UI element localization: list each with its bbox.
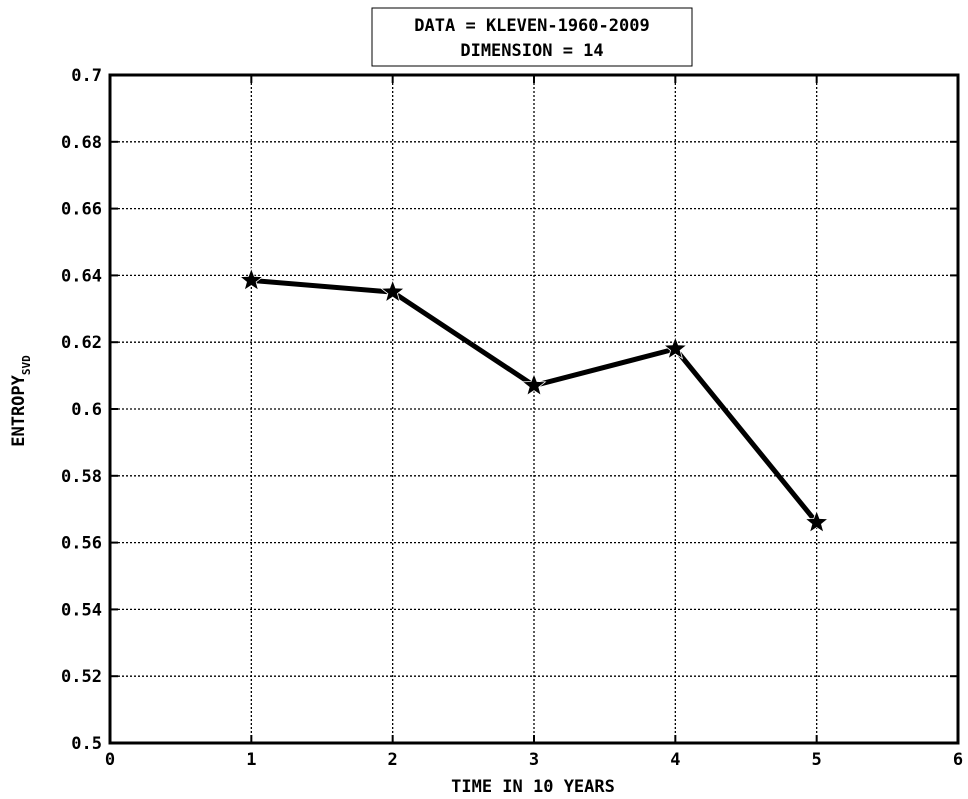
data-point-star	[662, 335, 688, 360]
y-tick-label: 0.56	[61, 534, 102, 554]
title-box	[371, 7, 693, 67]
tick-labels: 0 1 2 3 4 5 6 0.5 0.52 0.54 0.56 0.58 0.6 0.62 0.64 0.6…	[61, 66, 963, 770]
x-tick-label: 2	[388, 750, 398, 770]
data-point-star	[804, 509, 830, 534]
data-point-star	[521, 372, 547, 397]
x-tick-label: 0	[105, 750, 115, 770]
y-tick-label: 0.66	[61, 200, 102, 220]
x-tick-label: 5	[812, 750, 822, 770]
data-point-star	[380, 278, 406, 303]
chart-title: DATA = KLEVEN-1960-2009 DIMENSION = 14	[371, 7, 693, 67]
x-tick-label: 6	[953, 750, 963, 770]
y-tick-label: 0.62	[61, 333, 102, 353]
y-tick-label: 0.68	[61, 133, 102, 153]
plot-frame	[108, 73, 960, 745]
y-axis-label-subscript: SVD	[20, 355, 33, 375]
series	[238, 267, 830, 534]
data-point-star	[238, 267, 264, 292]
y-tick-label: 0.6	[71, 400, 102, 420]
grid	[110, 75, 958, 743]
x-tick-label: 4	[670, 750, 680, 770]
y-axis-label: ENTROPYSVD	[9, 355, 33, 447]
y-tick-label: 0.64	[61, 266, 102, 286]
y-tick-label: 0.54	[61, 600, 102, 620]
y-tick-label: 0.7	[71, 66, 102, 86]
title-line-1: DATA = KLEVEN-1960-2009	[414, 16, 649, 36]
x-axis-label: TIME IN 10 YEARS	[451, 777, 615, 797]
y-axis-label-main: ENTROPY	[9, 374, 29, 446]
title-line-2: DIMENSION = 14	[460, 41, 603, 61]
x-tick-label: 3	[529, 750, 539, 770]
x-tick-label: 1	[246, 750, 256, 770]
y-tick-label: 0.52	[61, 667, 102, 687]
y-tick-label: 0.5	[71, 734, 102, 754]
y-tick-label: 0.58	[61, 467, 102, 487]
